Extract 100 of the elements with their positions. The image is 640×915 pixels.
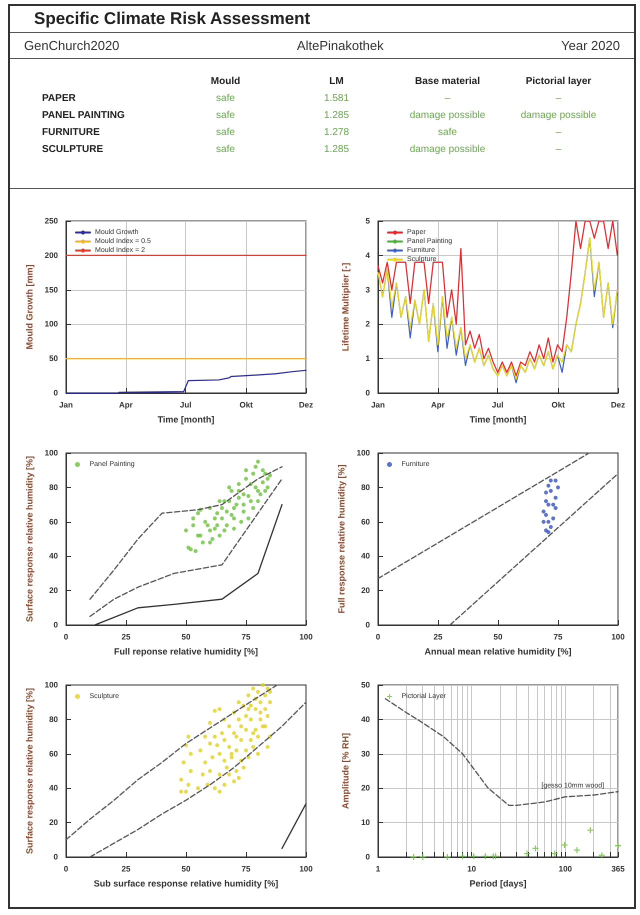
point [554, 496, 558, 500]
y-tick-label: 20 [361, 586, 371, 596]
y-tick-label: 250 [44, 216, 59, 226]
text: 1.581 [322, 92, 350, 106]
text: SCULPTURE [41, 143, 104, 157]
y-tick-label: 40 [49, 552, 59, 561]
y-axis-title: Surface response relative humidity [%] [24, 456, 34, 622]
x-tick-label: 0 [64, 632, 69, 642]
text: Specific Climate Risk Assessment [10, 6, 634, 33]
y-tick-label: 100 [356, 448, 371, 458]
x-axis-title: Full reponse relative humidity [%] [114, 646, 258, 656]
y-tick-label: 0 [366, 852, 371, 862]
text: safe [215, 126, 236, 140]
point [551, 502, 556, 507]
y-tick-label: 20 [49, 586, 59, 596]
text: safe [437, 126, 458, 140]
y-tick-label: 150 [44, 285, 59, 294]
text: PAPER [41, 92, 77, 106]
text: GenChurch2020 [24, 38, 120, 53]
y-axis-title: Lifetime Multiplier [-] [340, 262, 350, 352]
y-axis-title: Surface response relative humidity [%] [24, 688, 34, 854]
y-tick-label: 0 [54, 620, 59, 630]
y-tick-label: 20 [361, 784, 371, 793]
text: – [554, 92, 562, 106]
point [548, 488, 553, 493]
y-tick-label: 3 [366, 285, 371, 294]
x-tick-label: 75 [242, 632, 251, 642]
text: damage possible [520, 109, 598, 123]
x-tick-label: 10 [467, 864, 477, 874]
text: AltePinakothek [296, 38, 384, 53]
x-tick-label: Okt [551, 400, 566, 410]
y-tick-label: 2 [366, 320, 371, 329]
text: damage possible [408, 143, 486, 157]
x-tick-label: 0 [376, 632, 381, 642]
y-tick-label: 5 [366, 216, 371, 226]
y-tick-label: 50 [361, 680, 371, 690]
y-tick-label: 1 [366, 354, 371, 364]
y-tick-label: 100 [44, 320, 59, 329]
point [544, 499, 548, 504]
y-tick-label: 30 [361, 749, 371, 758]
x-tick-label: 100 [299, 632, 314, 642]
point [556, 485, 560, 490]
y-tick-label: 10 [361, 818, 371, 828]
text: – [444, 92, 452, 106]
y-tick-label: 40 [361, 714, 371, 724]
y-axis-title: Full response relative humidity [%] [336, 464, 346, 614]
x-tick-label: 50 [182, 632, 191, 642]
x-tick-label: 25 [434, 632, 443, 642]
text: FURNITURE [41, 126, 101, 140]
y-axis-title: Amplitude [% RH] [340, 733, 350, 809]
x-axis-title: Time [month] [470, 414, 526, 424]
line-series [65, 684, 278, 840]
y-tick-label: 0 [366, 388, 371, 398]
y-tick-label: 60 [361, 517, 371, 526]
x-tick-label: Jan [371, 400, 385, 410]
point [551, 516, 556, 520]
y-tick-label: 4 [366, 250, 371, 260]
y-tick-label: 50 [49, 354, 59, 364]
x-tick-label: 100 [558, 864, 573, 874]
x-tick-label: Jul [180, 400, 192, 410]
y-tick-label: 100 [44, 680, 59, 690]
x-tick-label: Dez [298, 400, 314, 410]
text: – [554, 126, 562, 140]
x-tick-label: 75 [242, 864, 251, 874]
x-tick-label: Jul [492, 400, 504, 410]
x-tick-label: Jan [59, 400, 73, 410]
line-series [89, 702, 307, 858]
y-axis-title: Mould Growth [mm] [24, 264, 34, 350]
y-tick-label: 0 [54, 388, 59, 398]
text: PANEL PAINTING [41, 109, 126, 123]
point [546, 502, 550, 507]
text: Mould [210, 75, 242, 89]
point [546, 530, 550, 534]
x-tick-label: 100 [299, 864, 314, 874]
x-tick-label: 25 [122, 632, 131, 642]
x-tick-label: 25 [122, 864, 131, 874]
y-tick-label: 60 [49, 749, 59, 758]
point [542, 520, 546, 524]
x-tick-label: 1 [376, 864, 381, 874]
text: 1.285 [322, 109, 350, 123]
text: Year 2020 [561, 38, 620, 53]
point [548, 478, 553, 483]
point [542, 509, 546, 514]
text: Pictorial layer [524, 75, 592, 89]
x-tick-label: 50 [182, 864, 191, 874]
point [544, 512, 548, 517]
text: damage possible [408, 109, 486, 123]
line-series [89, 478, 283, 618]
x-tick-label: 50 [494, 632, 503, 642]
line-series [89, 466, 283, 600]
text: 1.285 [322, 143, 350, 157]
text: Base material [414, 75, 482, 89]
x-tick-label: Okt [239, 400, 254, 410]
text: 1.278 [322, 126, 350, 140]
point [546, 520, 550, 524]
x-axis-title: Time [month] [158, 414, 214, 424]
y-tick-label: 100 [44, 448, 59, 458]
text: safe [215, 143, 236, 157]
point [548, 524, 553, 529]
x-tick-label: 0 [64, 864, 69, 874]
